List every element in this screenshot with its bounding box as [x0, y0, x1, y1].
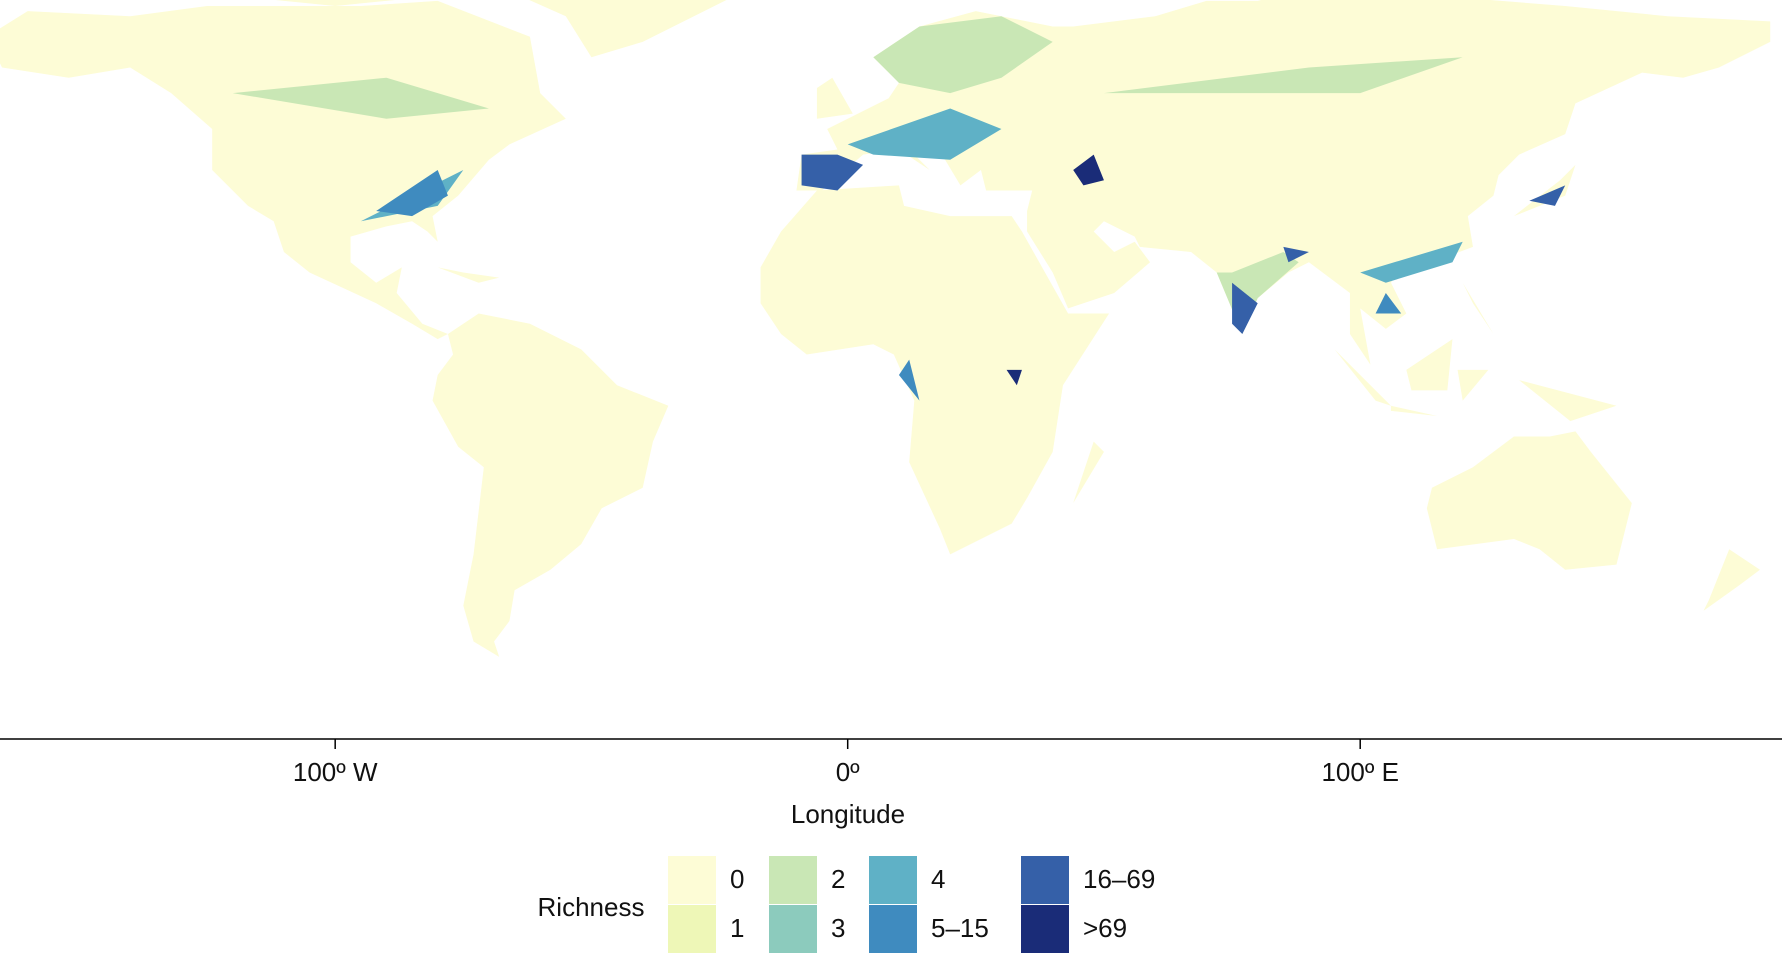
legend-label: 1	[730, 913, 744, 943]
legend-swatch	[869, 905, 917, 953]
legend-swatch	[668, 856, 716, 904]
legend-label: 16–69	[1083, 864, 1155, 894]
richness-patch	[1006, 154, 1104, 386]
legend-label: 4	[931, 864, 945, 894]
x-tick-label: 100º W	[293, 757, 378, 787]
north-america	[0, 0, 566, 340]
x-tick-label: 100º E	[1321, 757, 1398, 787]
legend-swatch	[869, 856, 917, 904]
legend-label: >69	[1083, 913, 1127, 943]
legend-swatch	[769, 905, 817, 953]
arctic-islands	[275, 0, 727, 58]
world-map	[0, 0, 1771, 657]
africa	[760, 185, 1110, 555]
legend-label: 3	[831, 913, 845, 943]
legend-title: Richness	[538, 892, 645, 922]
legend-swatch	[1021, 905, 1069, 953]
legend-label: 0	[730, 864, 744, 894]
australia	[1426, 431, 1632, 570]
richness-patch	[360, 108, 1463, 283]
x-tick-label: 0º	[836, 757, 860, 787]
eurasia	[796, 0, 1771, 365]
islands	[816, 77, 1760, 611]
legend: 0 1 2 3 4 5–15 16–69 >69	[668, 856, 1155, 953]
legend-swatch	[1021, 856, 1069, 904]
legend-label: 5–15	[931, 913, 989, 943]
legend-swatch	[769, 856, 817, 904]
x-axis-title: Longitude	[791, 799, 905, 829]
south-america	[432, 313, 669, 657]
caribbean	[412, 262, 500, 283]
legend-swatch	[668, 905, 716, 953]
legend-label: 2	[831, 864, 845, 894]
